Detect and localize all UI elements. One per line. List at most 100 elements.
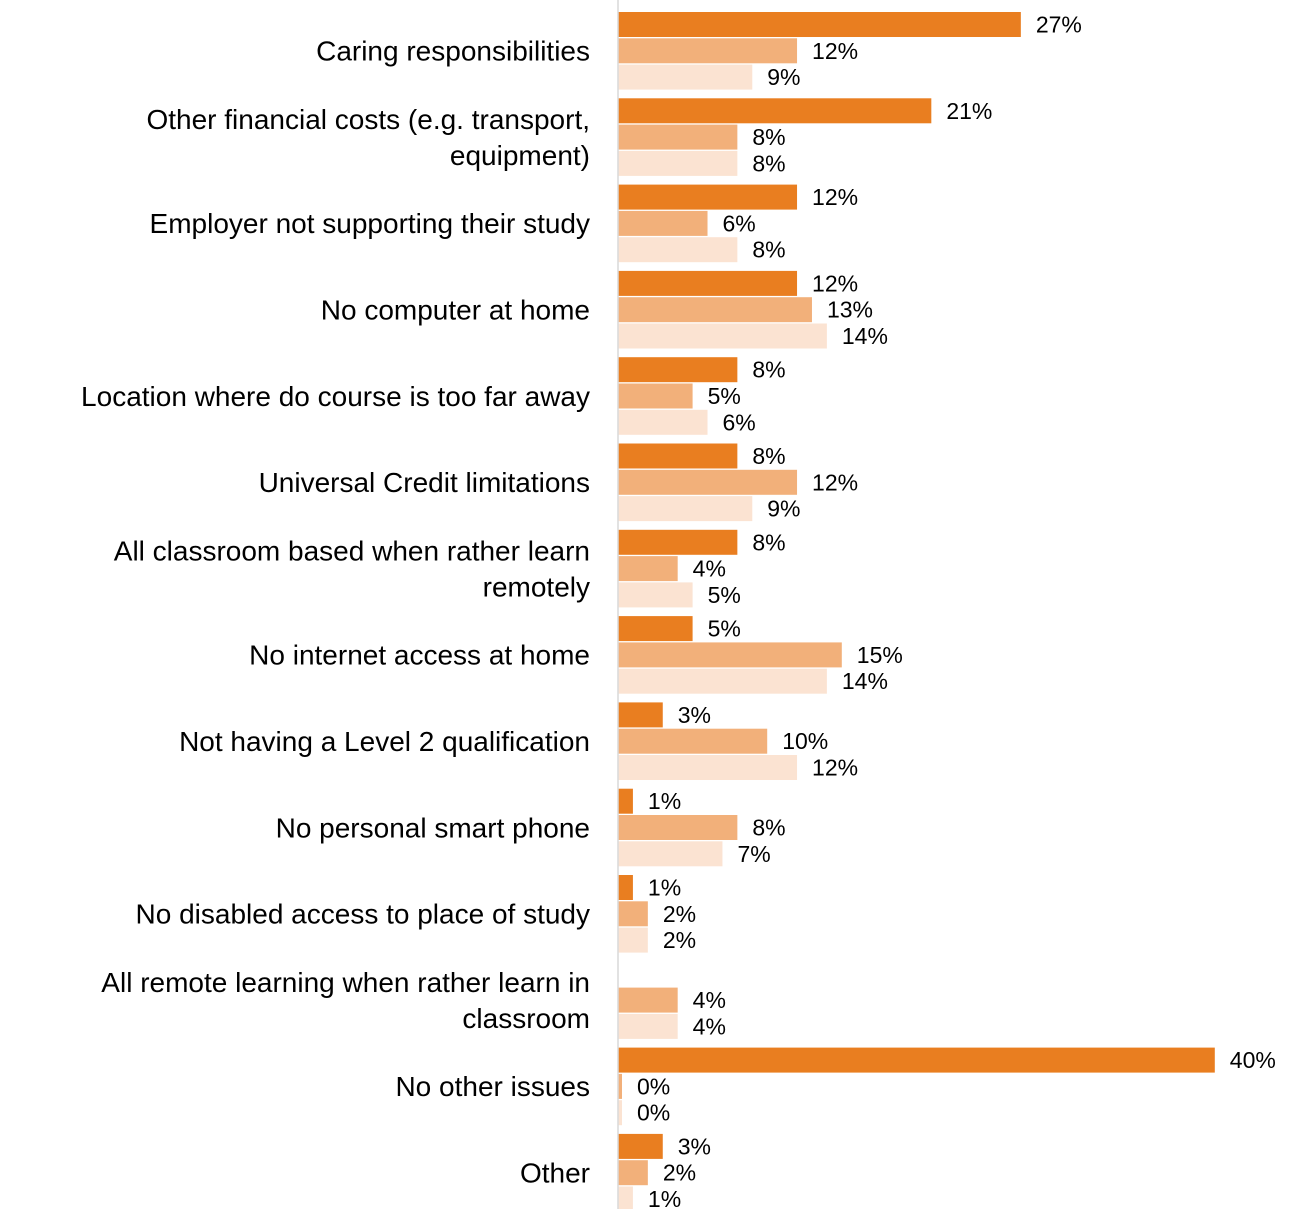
data-label: 9% <box>767 64 800 90</box>
bar-series-2 <box>618 124 738 150</box>
category-label-line: No disabled access to place of study <box>136 899 590 930</box>
data-label: 3% <box>678 702 711 728</box>
bar-series-3 <box>618 150 738 176</box>
category-label: No computer at home <box>321 295 590 326</box>
category-label: Other <box>520 1158 590 1189</box>
bar-series-1 <box>618 1047 1215 1073</box>
bar-series-1 <box>618 1133 663 1159</box>
category-label: No internet access at home <box>249 640 590 671</box>
category-label: All remote learning when rather learn in… <box>101 967 590 1034</box>
bar-series-2 <box>618 901 648 927</box>
category-label: Location where do course is too far away <box>81 381 590 412</box>
category-label-line: Other financial costs (e.g. transport, <box>146 104 590 135</box>
data-label: 14% <box>842 323 888 349</box>
data-label: 8% <box>752 124 785 150</box>
bar-series-2 <box>618 815 738 840</box>
bar-series-3 <box>618 1186 633 1209</box>
data-label: 9% <box>767 496 800 522</box>
category-label: Employer not supporting their study <box>150 208 590 239</box>
category-label: Universal Credit limitations <box>259 467 590 498</box>
data-label: 12% <box>812 270 858 296</box>
bar-series-2 <box>618 469 798 495</box>
bar-series-2 <box>618 642 842 668</box>
category-label-line: remotely <box>483 571 590 602</box>
bar-series-2 <box>618 1160 648 1186</box>
category-label: No other issues <box>395 1071 590 1102</box>
data-label: 13% <box>827 297 873 323</box>
data-label: 0% <box>637 1100 670 1126</box>
data-label: 40% <box>1230 1047 1276 1073</box>
bar-series-3 <box>618 1100 622 1126</box>
data-label: 4% <box>693 987 726 1013</box>
bar-series-2 <box>618 383 693 409</box>
bar-series-3 <box>618 668 827 694</box>
category-label-line: No computer at home <box>321 295 590 326</box>
category-label-line: Other <box>520 1158 590 1189</box>
category-label: Caring responsibilities <box>316 36 590 67</box>
data-label: 2% <box>663 901 696 927</box>
data-label: 8% <box>752 237 785 263</box>
value-labels: 27%12%9%21%8%8%12%6%8%12%13%14%8%5%6%8%1… <box>637 12 1276 1209</box>
category-label: No disabled access to place of study <box>136 899 590 930</box>
data-label: 8% <box>752 150 785 176</box>
data-label: 14% <box>842 668 888 694</box>
category-label-line: classroom <box>462 1003 590 1034</box>
bar-series-1 <box>618 443 738 469</box>
data-label: 5% <box>708 582 741 608</box>
data-label: 6% <box>723 210 756 236</box>
data-label: 12% <box>812 469 858 495</box>
bar-series-1 <box>618 702 663 728</box>
data-label: 12% <box>812 184 858 210</box>
category-label-line: All classroom based when rather learn <box>114 535 590 566</box>
bar-series-2 <box>618 38 798 64</box>
data-label: 0% <box>637 1073 670 1099</box>
data-label: 6% <box>723 409 756 435</box>
data-label: 1% <box>648 788 681 814</box>
data-label: 7% <box>737 841 770 867</box>
data-label: 27% <box>1036 12 1082 38</box>
data-label: 2% <box>663 1160 696 1186</box>
bar-series-1 <box>618 616 693 642</box>
category-label: All classroom based when rather learn rem… <box>114 535 590 602</box>
data-label: 10% <box>782 728 828 754</box>
category-labels: Caring responsibilities Other financial c… <box>81 36 590 1189</box>
data-label: 4% <box>693 556 726 582</box>
category-label-line: Caring responsibilities <box>316 36 590 67</box>
category-label: Other financial costs (e.g. transport, eq… <box>146 104 590 171</box>
bar-series-2 <box>618 297 812 323</box>
data-label: 5% <box>708 616 741 642</box>
data-label: 2% <box>663 927 696 953</box>
data-label: 1% <box>648 875 681 901</box>
category-label-line: No personal smart phone <box>276 812 590 843</box>
data-label: 21% <box>946 98 992 124</box>
bar-series-3 <box>618 409 708 435</box>
bar-series-1 <box>618 788 633 814</box>
data-label: 8% <box>752 443 785 469</box>
bar-series-2 <box>618 210 708 236</box>
bar-series-1 <box>618 12 1021 37</box>
bar-series-2 <box>618 728 768 754</box>
bars <box>618 12 1215 1209</box>
data-label: 12% <box>812 755 858 781</box>
bar-series-3 <box>618 582 693 608</box>
category-label-line: Employer not supporting their study <box>150 208 590 239</box>
bar-series-3 <box>618 323 827 349</box>
category-label-line: All remote learning when rather learn in <box>101 967 590 998</box>
bar-series-3 <box>618 64 753 90</box>
category-label-line: No other issues <box>395 1071 590 1102</box>
bar-series-3 <box>618 1013 678 1039</box>
data-label: 12% <box>812 38 858 64</box>
data-label: 15% <box>857 642 903 668</box>
data-label: 1% <box>648 1186 681 1209</box>
bar-series-2 <box>618 987 678 1013</box>
bar-series-1 <box>618 875 633 900</box>
bar-series-2 <box>618 1073 622 1099</box>
bar-series-1 <box>618 529 738 555</box>
data-label: 4% <box>693 1013 726 1039</box>
category-label-line: Location where do course is too far away <box>81 381 590 412</box>
bar-series-2 <box>618 556 678 582</box>
category-label-line: equipment) <box>450 140 590 171</box>
bar-series-3 <box>618 496 753 522</box>
bar-series-3 <box>618 755 798 780</box>
